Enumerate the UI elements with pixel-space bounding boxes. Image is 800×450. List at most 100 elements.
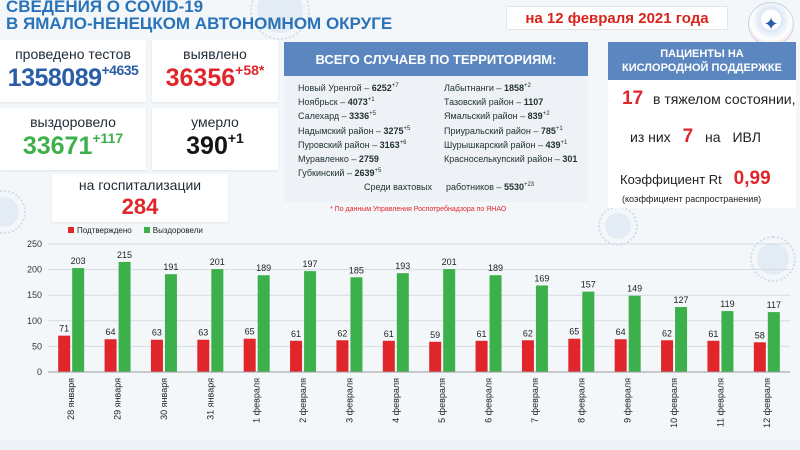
territory-value: 839	[527, 111, 543, 122]
bar-recovered	[72, 268, 85, 372]
territory-item: Новый Уренгой – 6252+7	[298, 83, 399, 93]
x-tick-label: 31 января	[205, 378, 215, 420]
territory-name: Новый Уренгой	[298, 83, 362, 93]
territory-item: Шурышкарский район – 439+1	[444, 139, 568, 150]
rt-value: 0,99	[733, 168, 771, 189]
bar-recovered	[535, 285, 548, 372]
x-tick-label: 29 января	[113, 378, 123, 420]
source-footnote: * По данным Управления Роспотребнадзора …	[330, 206, 507, 213]
territory-value: 6252	[371, 83, 392, 93]
data-label-recovered: 117	[767, 300, 781, 310]
bar-confirmed	[290, 340, 303, 372]
territory-increment: +1	[560, 139, 568, 146]
recovered-increment: +117	[92, 130, 124, 146]
territory-value: 1858	[503, 83, 524, 93]
bar-confirmed	[429, 341, 442, 372]
bar-recovered	[489, 275, 502, 372]
severe-value: 17	[622, 88, 644, 109]
y-tick-label: 50	[32, 341, 42, 351]
territory-item: Губкинский – 2639+5	[298, 168, 382, 179]
data-label-recovered: 191	[163, 262, 178, 272]
data-label-recovered: 169	[534, 273, 549, 283]
hospital-label: на госпитализации	[78, 177, 202, 193]
data-label-recovered: 119	[720, 299, 734, 309]
territory-value: 4073	[347, 97, 368, 108]
title-line-2: В ЯМАЛО-НЕНЕЦКОМ АВТОНОМНОМ ОКРУГЕ	[6, 14, 393, 33]
data-label-confirmed: 64	[616, 327, 626, 337]
x-tick-label: 8 февраля	[576, 378, 586, 423]
rt-row: Коэффициент Rt 0,99	[620, 168, 771, 190]
x-tick-label: 3 февраля	[344, 378, 354, 423]
territory-increment: +5	[403, 125, 411, 132]
data-label-recovered: 185	[349, 265, 364, 275]
tests-value: 1358089+4635	[0, 62, 146, 93]
ivl-label: ИВЛ	[732, 129, 761, 145]
died-label: умерло	[191, 114, 239, 130]
severe-row: 17 в тяжелом состоянии,	[622, 88, 796, 110]
territory-value: 785	[540, 125, 556, 136]
territory-increment: +6	[399, 139, 407, 146]
territory-name: Надымский район	[298, 125, 374, 136]
bottom-band	[0, 440, 800, 450]
data-label-confirmed: 64	[106, 327, 116, 337]
recovered-number: 33671	[22, 132, 93, 160]
recovered-card: выздоровело 33671+117	[0, 108, 146, 170]
territory-item: Ямальский район – 839+2	[444, 111, 550, 122]
rt-note: (коэффициент распространения)	[622, 194, 762, 204]
territory-title: ВСЕГО СЛУЧАЕВ ПО ТЕРРИТОРИЯМ:	[284, 42, 588, 76]
bar-confirmed	[150, 339, 163, 372]
ivl-row: из них 7 на ИВЛ	[630, 126, 761, 148]
page-title: СВЕДЕНИЯ О COVID-19 В ЯМАЛО-НЕНЕЦКОМ АВТ…	[6, 0, 392, 32]
data-label-confirmed: 62	[662, 328, 672, 338]
bar-confirmed	[197, 339, 210, 372]
y-tick-label: 200	[27, 265, 42, 275]
hospital-value: 284	[121, 194, 159, 219]
bar-confirmed	[336, 340, 349, 372]
x-tick-label: 10 февраля	[669, 378, 679, 428]
data-label-confirmed: 59	[430, 330, 440, 340]
died-card: умерло 390+1	[152, 108, 278, 170]
data-label-recovered: 127	[674, 295, 689, 305]
territory-item: Надымский район – 3275+5	[298, 125, 411, 136]
territory-increment: +5	[369, 111, 377, 118]
territory-item: Лабытнанги – 1858+2	[444, 83, 531, 93]
territory-name: Тазовский район	[444, 97, 514, 108]
territory-item: Ноябрьск – 4073+1	[298, 97, 375, 108]
bar-recovered	[628, 295, 641, 372]
tests-card: проведено тестов 1358089+4635	[0, 40, 146, 102]
territory-item: Пуровский район – 3163+6	[298, 139, 407, 150]
territory-value: 1107	[523, 97, 544, 108]
bar-confirmed	[58, 335, 71, 372]
bar-confirmed	[521, 340, 534, 372]
territory-value: 301	[562, 154, 578, 164]
y-tick-label: 0	[37, 367, 42, 377]
bar-confirmed	[707, 340, 720, 372]
rt-label: Коэффициент Rt	[620, 172, 722, 187]
bar-confirmed	[614, 339, 627, 372]
bar-recovered	[582, 291, 595, 372]
recovered-value: 33671+117	[0, 130, 146, 161]
ivl-prefix: из них	[630, 129, 671, 145]
territory-increment: +5	[374, 168, 382, 175]
legend-confirmed-swatch	[68, 227, 74, 233]
bar-confirmed	[661, 340, 674, 372]
territory-name: Салехард	[298, 111, 340, 122]
territory-name: Муравленко	[298, 154, 349, 164]
x-tick-label: 1 февраля	[252, 378, 262, 423]
severe-label: в тяжелом состоянии,	[653, 91, 796, 107]
detected-increment: +58*	[235, 62, 265, 78]
bar-recovered	[396, 273, 409, 372]
territory-name: Ноябрьск	[298, 97, 338, 108]
data-label-confirmed: 65	[569, 327, 579, 337]
y-tick-label: 100	[27, 316, 42, 326]
territory-value: 3275	[383, 125, 404, 136]
x-tick-label: 2 февраля	[298, 378, 308, 423]
territory-panel: ВСЕГО СЛУЧАЕВ ПО ТЕРРИТОРИЯМ: Новый Урен…	[284, 42, 588, 202]
territory-item: Приуральский район – 785+1	[444, 125, 563, 136]
data-label-confirmed: 61	[708, 329, 718, 339]
territory-value: 439	[545, 139, 561, 150]
tests-increment: +4635	[101, 62, 139, 78]
data-label-confirmed: 61	[384, 329, 394, 339]
chart-legend: Подтверждено Выздоровели	[68, 226, 203, 235]
shift-workers-row: работников – 5530+23	[446, 182, 535, 192]
